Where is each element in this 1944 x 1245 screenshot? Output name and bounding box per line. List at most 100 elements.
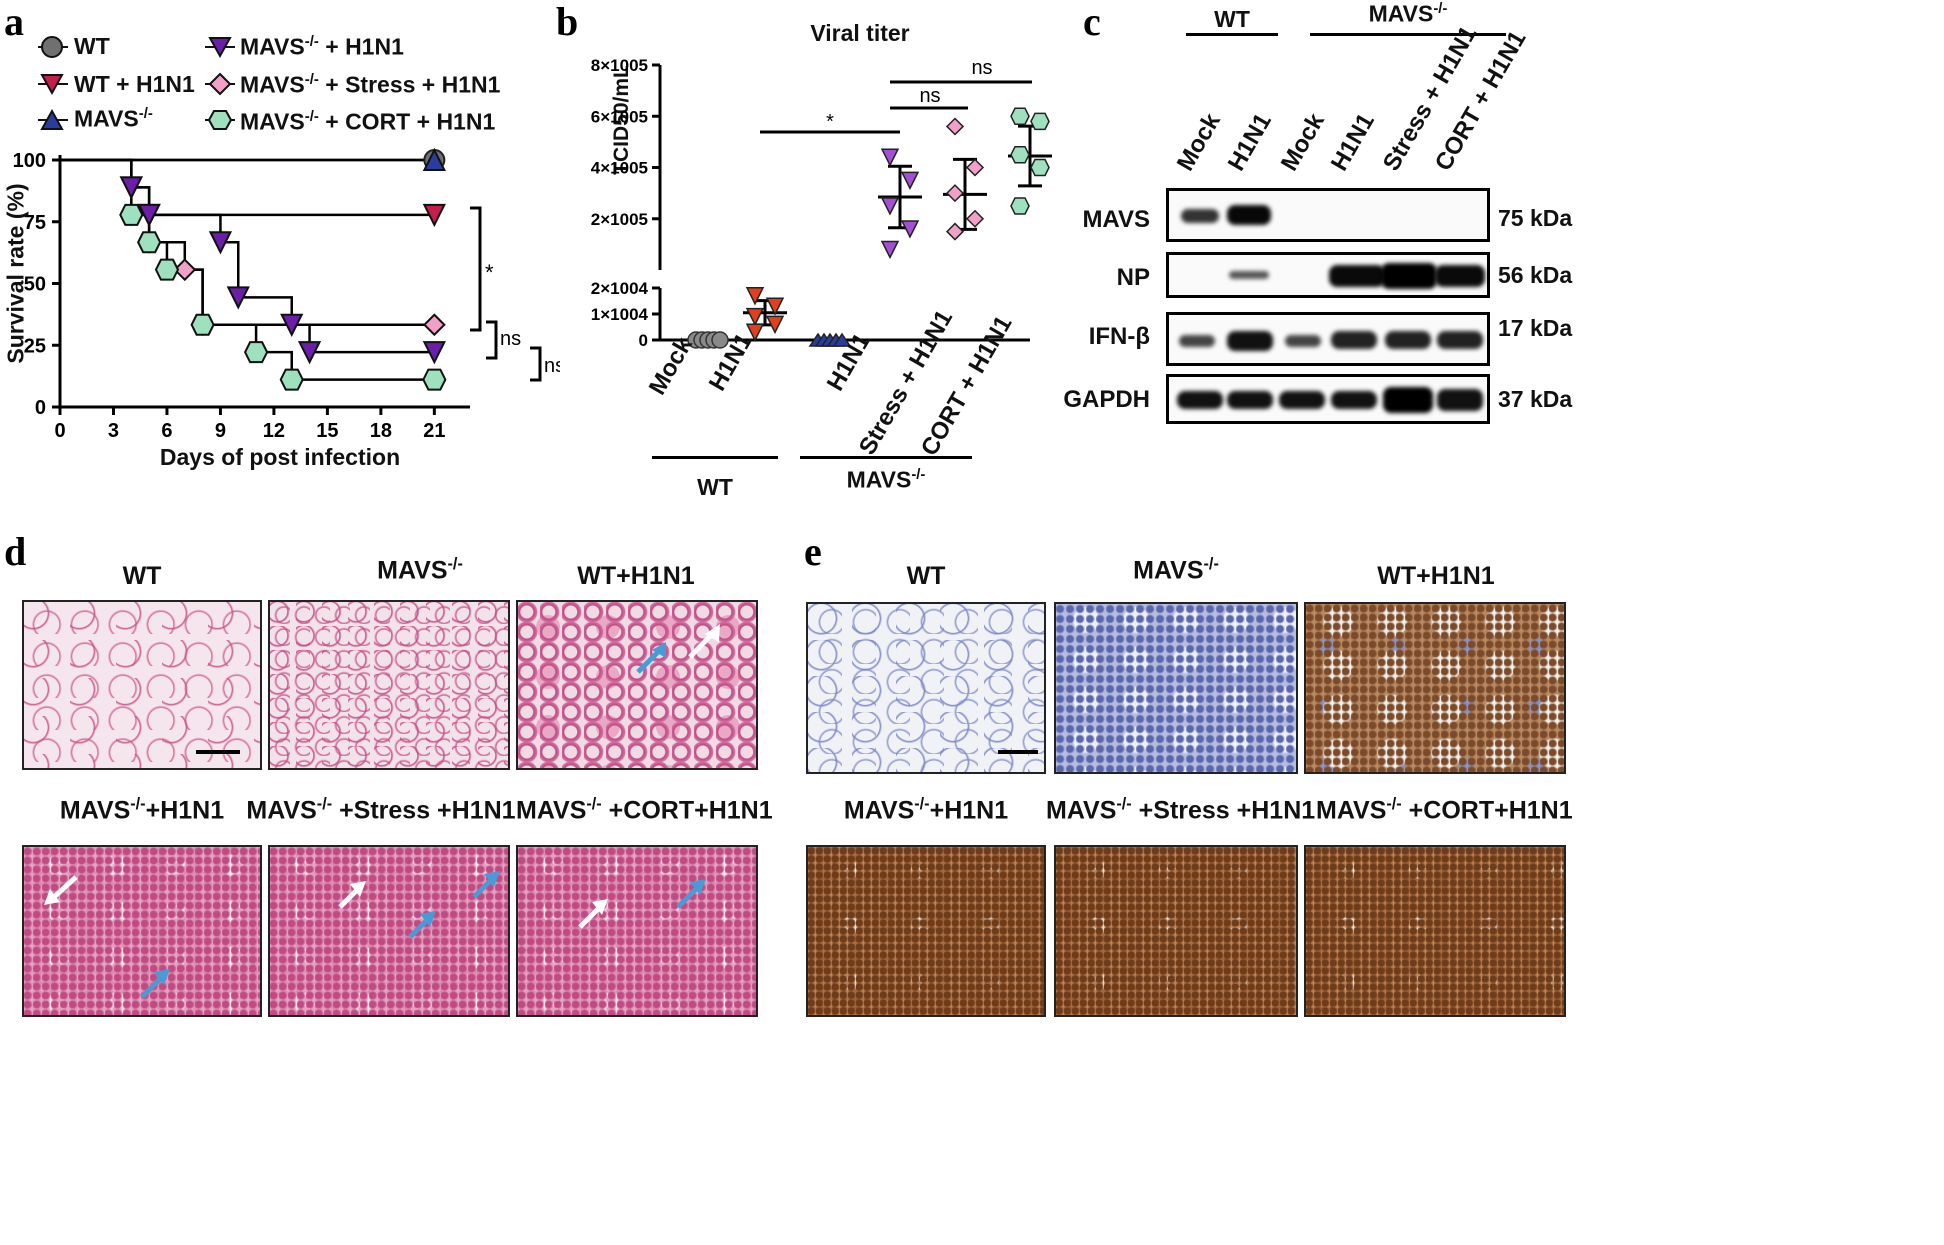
scale-bar-e [998, 750, 1038, 754]
e-title-4: MAVS-/-+H1N1 [843, 795, 1009, 825]
y-tick-label: 4×1005 [591, 159, 648, 178]
data-point [226, 286, 250, 310]
legend-markers [38, 36, 235, 130]
scale-bar-d [196, 750, 240, 754]
x-tick-label: 12 [263, 420, 285, 442]
series-markers [119, 176, 446, 228]
e-title-2: MAVS-/- [1133, 555, 1219, 585]
c-lane-2: H1N1 [1222, 108, 1277, 176]
data-point [1010, 107, 1030, 125]
c-group-line-wt [1186, 33, 1278, 36]
survival-chart: 0 25 50 75 100 0 3 6 9 12 15 18 21 * ns ns [13, 147, 560, 442]
d-title-4: MAVS-/-+H1N1 [59, 795, 225, 825]
d-image-mavs-cort-h1n1 [516, 845, 758, 1017]
e-image-mavs-h1n1 [806, 845, 1046, 1017]
c-row-ifnb: IFN-β [1088, 323, 1150, 350]
e-image-mavs-cort-h1n1 [1304, 845, 1566, 1017]
data-point [880, 148, 900, 167]
y-tick-label: 1×1004 [591, 305, 649, 324]
series-markers [119, 176, 446, 365]
data-point [711, 331, 729, 349]
data-point [880, 240, 900, 260]
d-image-mavs-h1n1 [22, 845, 262, 1017]
x-tick-label: 18 [370, 420, 392, 442]
data-point [137, 231, 162, 254]
d-title-2: MAVS-/- [377, 555, 463, 585]
e-image-mavs-stress-h1n1 [1054, 845, 1298, 1017]
sig-bracket-3 [530, 346, 542, 382]
panel-label-a: a [4, 0, 24, 44]
data-point [900, 220, 920, 239]
survival-line [60, 158, 435, 217]
c-lane-3: Mock [1275, 108, 1330, 176]
panel-a-xlabel: Days of post infection [159, 444, 401, 470]
data-point [243, 341, 269, 364]
sig-bracket-2 [486, 320, 498, 360]
data-point [154, 258, 180, 281]
c-row-np: NP [1116, 264, 1150, 291]
e-image-mavs [1054, 602, 1298, 774]
arrows-d5 [338, 871, 500, 939]
blot-mavs [1166, 188, 1490, 242]
kda-np: 56 kDa [1498, 262, 1573, 288]
y-tick-label: 75 [24, 212, 46, 234]
y-tick-label: 25 [24, 335, 46, 357]
data-point [190, 313, 215, 336]
c-group-mavs: MAVS-/- [1368, 0, 1448, 27]
sig-label-3: ns [544, 355, 560, 377]
legend-mavs-h1n1: MAVS-/- + H1N1 [240, 33, 404, 60]
data-point [745, 323, 765, 342]
data-point [745, 307, 765, 327]
sig-label-2: ns [500, 328, 521, 350]
e-title-1: WT [906, 562, 946, 590]
sig-bracket-1 [470, 206, 482, 332]
sig-label-3: ns [971, 57, 992, 79]
data-point [965, 209, 985, 228]
data-point [208, 231, 233, 255]
viral-titer-chart: 2×1005 4×1005 6×1005 8×1005 0 1×1004 2×1004 * ns… [591, 56, 1052, 350]
legend-wt: WT [74, 33, 110, 59]
data-point [119, 203, 144, 226]
c-lane-4: H1N1 [1325, 108, 1380, 176]
blot-gapdh [1166, 374, 1490, 424]
panel-a-ylabel: Survival rate (%) [2, 183, 29, 364]
arrows-d3 [636, 624, 720, 674]
e-title-3: WT+H1N1 [1377, 562, 1495, 590]
d-title-6: MAVS-/- +CORT+H1N1 [516, 795, 773, 825]
survival-line [60, 158, 435, 326]
legend-mavs: MAVS-/- [74, 105, 153, 132]
data-point [1030, 112, 1050, 131]
data-point [1030, 158, 1050, 177]
legend-wt-h1n1: WT + H1N1 [74, 71, 195, 97]
data-point [1010, 197, 1030, 215]
x-tick-label: 6 [161, 420, 172, 442]
data-point [422, 341, 446, 365]
e-title-5: MAVS-/- +Stress +H1N1 [1046, 795, 1316, 825]
data-point [900, 171, 920, 190]
data-point [1010, 145, 1030, 164]
data-point [422, 368, 447, 391]
kda-mavs: 75 kDa [1498, 205, 1573, 231]
series-markers [119, 203, 447, 391]
data-point [137, 203, 161, 228]
d-image-mavs [268, 600, 510, 770]
d-image-wt-h1n1 [516, 600, 758, 770]
data-point [965, 158, 985, 177]
b-group-mavs: MAVS-/- [846, 466, 926, 493]
panel-label-d: d [4, 529, 27, 574]
x-tick-label: 9 [215, 420, 226, 442]
legend-mavs-stress-h1n1: MAVS-/- + Stress + H1N1 [240, 71, 501, 98]
b-group-line-mavs [800, 456, 972, 459]
c-group-wt: WT [1214, 6, 1250, 32]
panel-label-b: b [556, 0, 579, 44]
y-tick-label: 8×1005 [591, 56, 648, 75]
y-tick-label: 6×1005 [591, 107, 648, 126]
data-point [280, 313, 304, 337]
data-point [745, 287, 765, 306]
data-point [945, 117, 965, 136]
data-point [279, 368, 304, 391]
blot-np [1166, 252, 1490, 298]
legend-mavs-cort-h1n1: MAVS-/- + CORT + H1N1 [240, 108, 496, 135]
y-tick-label: 2×1004 [591, 279, 649, 298]
sig-label-1: * [485, 260, 494, 285]
